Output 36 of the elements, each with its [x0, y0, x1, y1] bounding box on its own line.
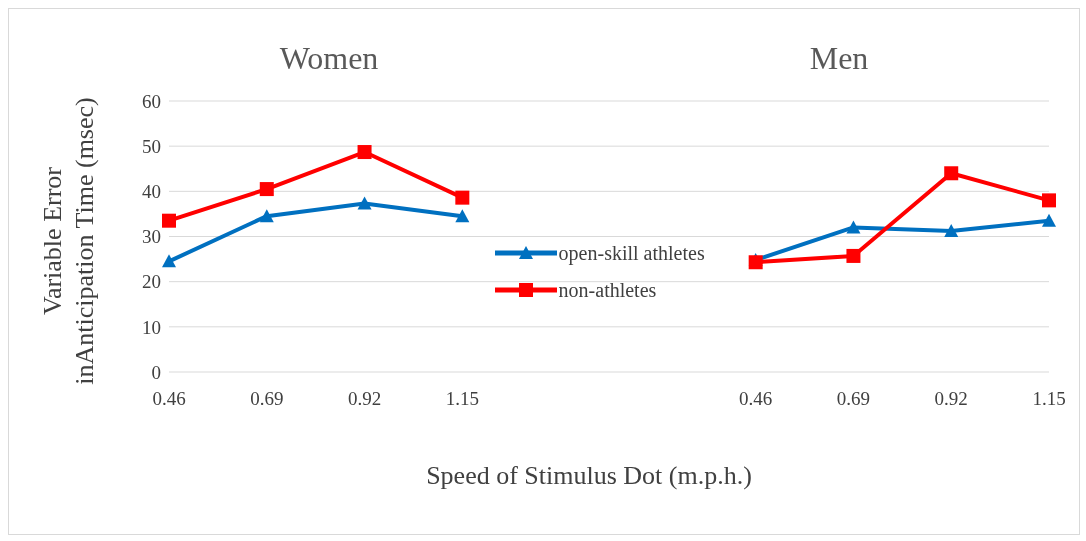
point [846, 248, 861, 263]
point [1042, 193, 1056, 208]
legend-label: open-skill athletes [558, 241, 705, 265]
x-tick-label: 0.92 [934, 388, 968, 410]
x-tick-label: 0.46 [739, 388, 773, 410]
x-tick-label: 0.69 [250, 388, 284, 410]
point [259, 209, 274, 223]
y-tick-label: 30 [142, 226, 161, 248]
x-tick-label: 0.92 [347, 388, 382, 410]
point [455, 209, 470, 223]
point [748, 255, 763, 270]
y-axis-title: Variable Error inAnticipation Time (msec) [38, 97, 99, 385]
x-tick-label: 1.15 [445, 388, 479, 410]
point [1042, 213, 1056, 227]
x-tick-label: 1.15 [1032, 388, 1066, 410]
y-tick-label: 20 [142, 271, 161, 293]
text: Women [279, 40, 379, 76]
y-tick-label: 0 [151, 361, 161, 383]
y-tick-label: 60 [142, 90, 161, 112]
point [162, 254, 176, 268]
point [162, 213, 176, 228]
y-tick-label: 10 [142, 316, 161, 338]
legend-label: non-athletes [558, 278, 657, 302]
point [944, 166, 959, 181]
point [259, 182, 274, 197]
point [357, 145, 372, 160]
x-tick-label: 0.46 [152, 388, 186, 410]
point [846, 220, 861, 234]
y-tick-label: 50 [142, 135, 161, 157]
text: Men [809, 40, 869, 76]
point [944, 224, 959, 238]
x-axis-title: Speed of Stimulus Dot (m.p.h.) [426, 461, 752, 490]
point [455, 190, 470, 205]
point [357, 196, 372, 210]
y-tick-label: 40 [142, 181, 161, 203]
x-tick-label: 0.69 [836, 388, 871, 410]
